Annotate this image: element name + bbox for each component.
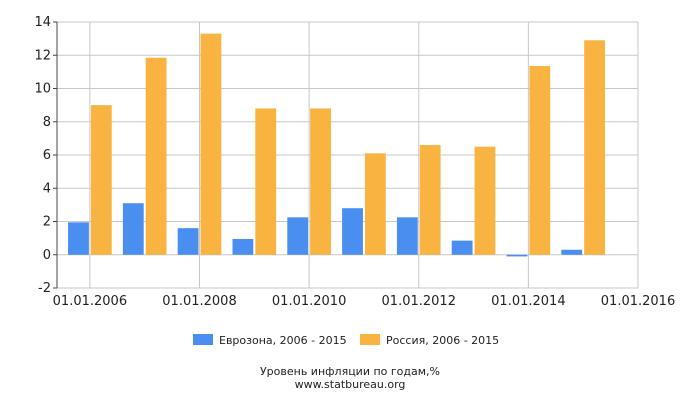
source-link[interactable]: www.statbureau.org xyxy=(295,378,406,391)
y-tick-label: 12 xyxy=(34,48,51,63)
bar-russia xyxy=(200,33,222,255)
x-tick-label: 01.01.2016 xyxy=(601,294,675,309)
y-tick-label: -2 xyxy=(38,281,51,296)
x-tick-label: 01.01.2008 xyxy=(162,294,236,309)
bar-eurozone xyxy=(287,217,309,255)
legend-swatch-eurozone xyxy=(193,334,213,345)
bars xyxy=(68,33,606,257)
bar-eurozone xyxy=(561,249,583,255)
x-tick-label: 01.01.2010 xyxy=(272,294,346,309)
bar-eurozone xyxy=(451,240,473,255)
legend-swatch-russia xyxy=(360,334,380,345)
chart-caption: Уровень инфляции по годам,% xyxy=(260,365,440,378)
bar-russia xyxy=(584,40,606,255)
y-tick-label: 6 xyxy=(43,148,51,163)
x-tick-label: 01.01.2012 xyxy=(382,294,456,309)
bar-russia xyxy=(419,145,441,255)
bar-eurozone xyxy=(342,208,363,255)
y-tick-label: 10 xyxy=(34,82,51,97)
bar-russia xyxy=(145,57,167,255)
bar-russia xyxy=(310,108,331,255)
bar-eurozone xyxy=(396,217,418,255)
y-tick-label: 8 xyxy=(43,115,51,130)
y-tick-labels: -2 0 2 4 6 8 10 12 14 xyxy=(34,15,57,296)
bar-eurozone xyxy=(122,203,144,255)
x-tick-label: 01.01.2006 xyxy=(53,294,127,309)
legend-item-russia: Россия, 2006 - 2015 xyxy=(360,334,499,347)
bar-russia xyxy=(529,66,551,255)
bar-eurozone xyxy=(177,228,199,255)
legend: Еврозона, 2006 - 2015 Россия, 2006 - 201… xyxy=(193,334,499,347)
bar-russia xyxy=(474,146,496,255)
legend-label-russia: Россия, 2006 - 2015 xyxy=(386,334,499,347)
y-tick-label: 4 xyxy=(43,181,51,196)
y-tick-label: 14 xyxy=(34,15,51,30)
bar-eurozone xyxy=(506,254,528,257)
y-tick-label: 2 xyxy=(43,215,51,230)
bar-russia xyxy=(364,153,386,255)
y-tick-label: 0 xyxy=(43,248,51,263)
legend-label-eurozone: Еврозона, 2006 - 2015 xyxy=(219,334,347,347)
bar-eurozone xyxy=(68,222,89,255)
bar-russia xyxy=(90,105,112,255)
bar-russia xyxy=(255,108,277,255)
x-tick-labels: 01.01.2006 01.01.2008 01.01.2010 01.01.2012… xyxy=(53,294,676,309)
x-tick-label: 01.01.2014 xyxy=(491,294,565,309)
legend-item-eurozone: Еврозона, 2006 - 2015 xyxy=(193,334,347,347)
bar-eurozone xyxy=(232,238,254,255)
